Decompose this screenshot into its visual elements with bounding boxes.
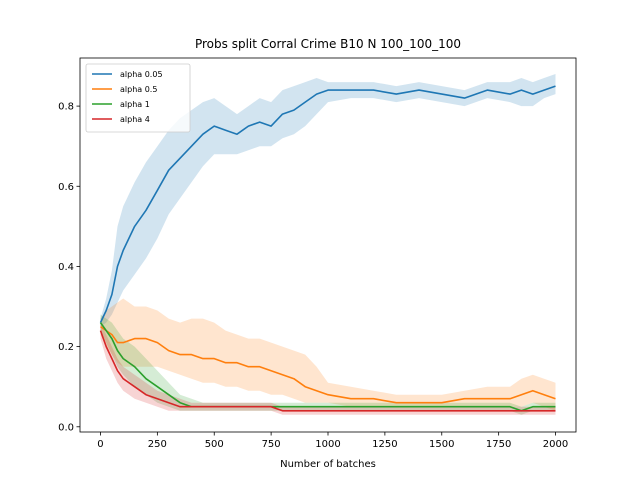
series-band-2: [100, 314, 556, 415]
x-axis: 0 250 500 750 1000 1250 1500 1750 2000: [97, 432, 568, 450]
legend-label: alpha 1: [120, 100, 150, 109]
legend-box: [85, 63, 191, 133]
legend: alpha 0.05 alpha 0.5 alpha 1 alpha 4: [85, 63, 191, 133]
series-lines: [99, 85, 556, 412]
x-tick-label: 500: [205, 439, 224, 450]
x-tick-label: 2000: [543, 439, 568, 450]
series-line-1: [100, 325, 556, 404]
legend-label: alpha 0.5: [120, 85, 157, 94]
chart-title: Probs split Corral Crime B10 N 100_100_1…: [195, 37, 461, 51]
confidence-bands: [100, 74, 556, 415]
x-tick-label: 1250: [372, 439, 397, 450]
x-tick-label: 0: [97, 439, 103, 450]
x-tick-label: 1500: [429, 439, 454, 450]
y-tick-label: 0.6: [58, 182, 74, 193]
y-tick-label: 0.4: [58, 262, 74, 273]
y-tick-label: 0.0: [58, 422, 74, 433]
x-tick-label: 1750: [486, 439, 511, 450]
x-tick-label: 1000: [315, 439, 340, 450]
legend-label: alpha 0.05: [120, 70, 163, 79]
x-tick-label: 750: [262, 439, 281, 450]
x-axis-label: Number of batches: [280, 459, 376, 470]
y-tick-label: 0.2: [58, 342, 74, 353]
x-tick-label: 250: [148, 439, 167, 450]
series-band-1: [100, 298, 556, 411]
y-tick-label: 0.8: [58, 102, 74, 113]
series-band-0: [100, 74, 556, 327]
y-axis: 0.0 0.2 0.4 0.6 0.8: [58, 102, 80, 433]
series-line-3: [99, 330, 556, 412]
legend-label: alpha 4: [120, 115, 150, 124]
series-line-0: [99, 85, 556, 323]
